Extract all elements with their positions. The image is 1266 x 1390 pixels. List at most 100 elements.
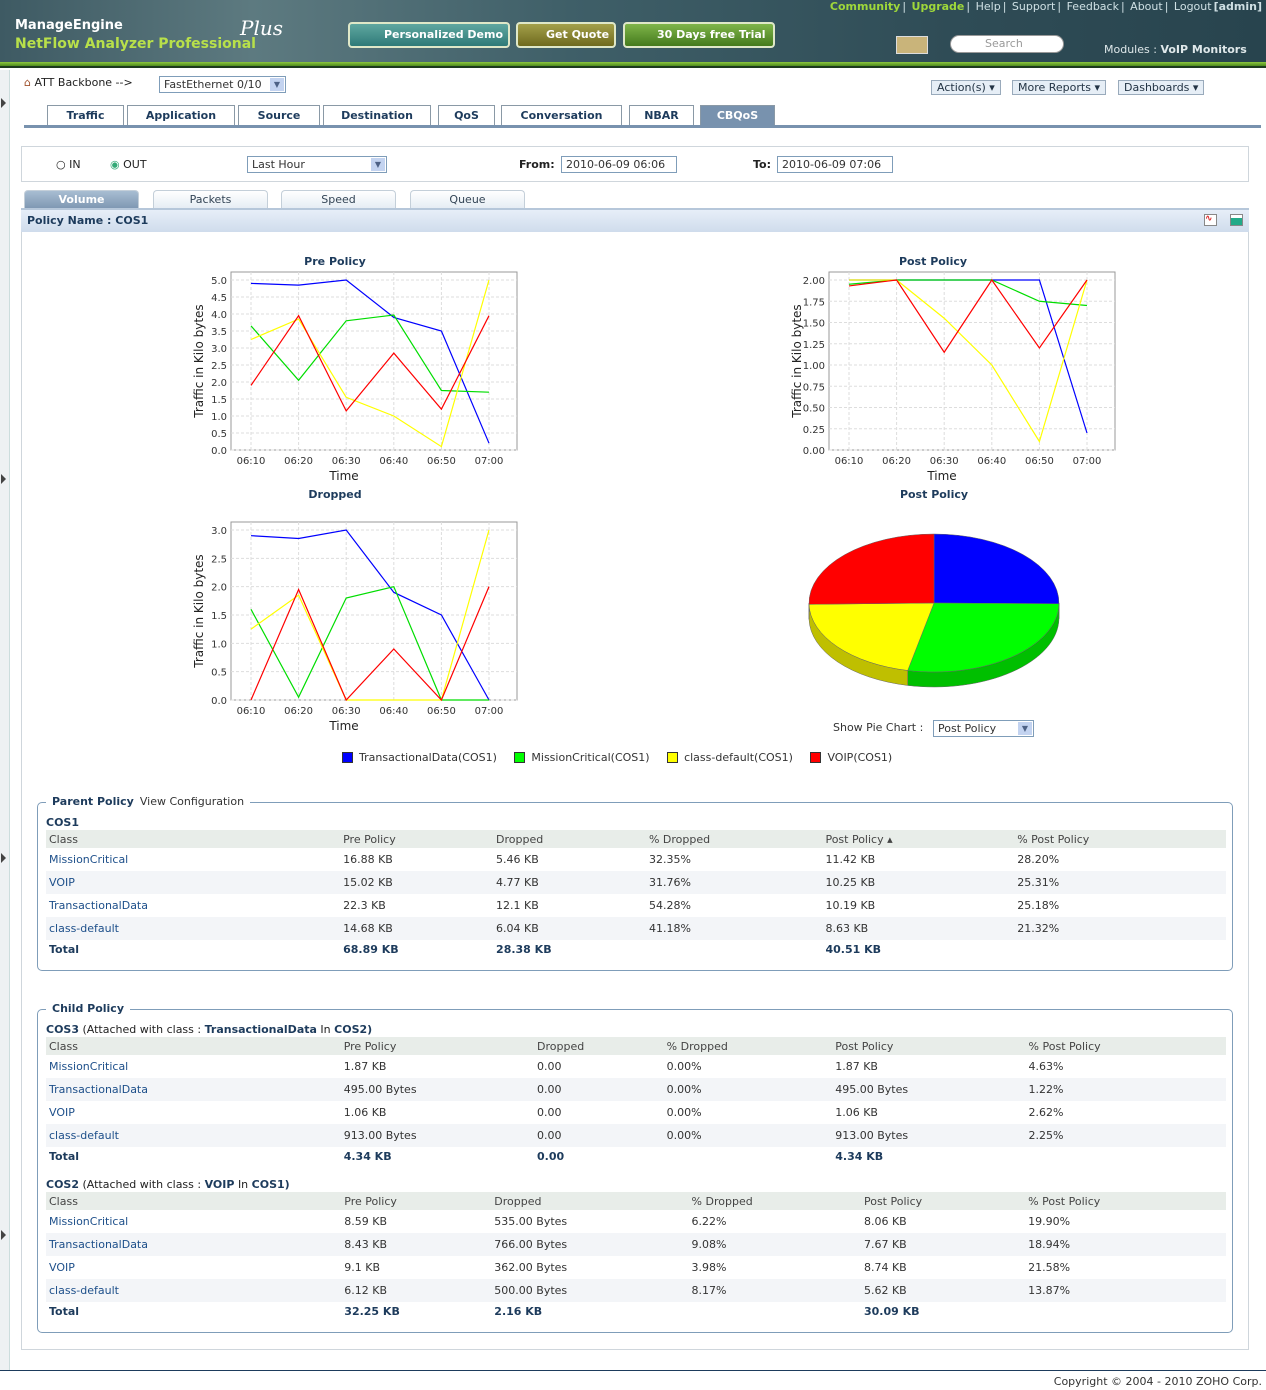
logout-link[interactable]: Logout — [1173, 0, 1212, 13]
radio-out[interactable]: ◉ OUT — [110, 158, 147, 171]
table-row: class-default 6.12 KB 500.00 Bytes 8.17% 5.6… — [46, 1279, 1226, 1302]
column-header[interactable]: Dropped — [491, 1192, 689, 1210]
class-link[interactable]: VOIP — [46, 871, 341, 894]
column-header[interactable]: % Post Policy — [1014, 830, 1226, 848]
search-input[interactable]: Search — [950, 35, 1064, 53]
home-icon[interactable]: ⌂ — [24, 76, 31, 89]
radio-in[interactable]: ○ IN — [56, 158, 81, 171]
class-link[interactable]: MissionCritical — [49, 1060, 129, 1073]
class-link[interactable]: TransactionalData — [49, 899, 148, 912]
period-select[interactable]: Last Hour ▼ — [247, 156, 387, 173]
column-header[interactable]: Post Policy ▴ — [822, 830, 1015, 848]
tab-source[interactable]: Source — [238, 105, 320, 126]
table-cell: 3.98% — [691, 1261, 727, 1274]
y-tick-label: 2.0 — [211, 378, 227, 389]
policy-group-name: COS1 — [46, 816, 79, 829]
column-header[interactable]: Post Policy — [832, 1037, 1026, 1055]
area-chart-icon[interactable] — [1230, 214, 1243, 226]
upgrade-link[interactable]: Upgrade — [911, 0, 965, 13]
total-row: Total 68.89 KB 28.38 KB 40.51 KB — [46, 940, 1226, 958]
expand-arrow-icon[interactable] — [1, 98, 6, 108]
tab-traffic[interactable]: Traffic — [47, 105, 124, 126]
class-link[interactable]: class-default — [46, 917, 341, 940]
line-chart-icon[interactable]: ∿ — [1204, 214, 1217, 226]
subtab-queue[interactable]: Queue — [410, 190, 525, 208]
subtab-packets[interactable]: Packets — [153, 190, 268, 208]
help-link[interactable]: Help — [975, 0, 1001, 13]
feedback-link[interactable]: Feedback — [1066, 0, 1119, 13]
tab-qos[interactable]: QoS — [438, 105, 495, 126]
class-link[interactable]: class-default — [46, 1124, 341, 1147]
series-line — [250, 529, 490, 701]
free-trial-button[interactable]: 30 Days free Trial — [623, 22, 775, 48]
table-cell: 41.18% — [645, 917, 823, 940]
x-tick-label: 07:00 — [475, 456, 504, 467]
get-quote-button[interactable]: Get Quote — [516, 22, 616, 48]
interface-select[interactable]: FastEthernet 0/10 ▼ — [159, 76, 286, 93]
tab-application[interactable]: Application — [127, 105, 235, 126]
column-header[interactable]: % Dropped — [688, 1192, 861, 1210]
side-panel-handle[interactable] — [0, 70, 10, 1370]
community-link[interactable]: Community — [829, 0, 901, 13]
about-link[interactable]: About — [1130, 0, 1163, 13]
legend-swatch — [810, 752, 822, 763]
table-cell: 0.00% — [666, 1060, 702, 1073]
column-header[interactable]: Dropped — [534, 1037, 664, 1055]
legend-swatch — [514, 752, 526, 763]
column-header[interactable]: % Post Policy — [1025, 1192, 1226, 1210]
device-name[interactable]: ATT Backbone --> — [34, 76, 133, 89]
class-link[interactable]: MissionCritical — [49, 1215, 129, 1228]
class-link[interactable]: MissionCritical — [49, 853, 129, 866]
column-header[interactable]: Class — [46, 1192, 342, 1210]
to-date-input[interactable]: 2010-06-09 07:06 — [777, 156, 893, 173]
class-link[interactable]: VOIP — [49, 1261, 75, 1274]
y-tick-label: 1.5 — [211, 395, 227, 406]
column-header[interactable]: % Dropped — [663, 1037, 833, 1055]
class-link[interactable]: TransactionalData — [46, 1233, 342, 1256]
tab-cbqos[interactable]: CBQoS — [700, 105, 775, 126]
series-line — [849, 279, 1088, 443]
pie-chart-select[interactable]: Post Policy ▼ — [933, 720, 1034, 737]
column-header[interactable]: Pre Policy — [340, 830, 494, 848]
column-header[interactable]: Class — [46, 830, 341, 848]
class-link[interactable]: VOIP — [49, 1106, 75, 1119]
column-header[interactable]: Dropped — [493, 830, 646, 848]
class-link[interactable]: TransactionalData — [46, 1078, 341, 1101]
column-header[interactable]: Pre Policy — [341, 1192, 492, 1210]
subtab-volume[interactable]: Volume — [24, 190, 139, 208]
expand-arrow-icon[interactable] — [1, 1230, 6, 1240]
tools-icon[interactable] — [896, 36, 928, 54]
expand-arrow-icon[interactable] — [1, 853, 6, 863]
table-cell: 0.00% — [663, 1078, 833, 1101]
total-cell: 2.16 KB — [494, 1304, 543, 1318]
period-value: Last Hour — [252, 158, 305, 171]
subtab-speed[interactable]: Speed — [281, 190, 396, 208]
more-reports-menu[interactable]: More Reports ▾ — [1012, 80, 1106, 95]
from-date-input[interactable]: 2010-06-09 06:06 — [561, 156, 677, 173]
column-header[interactable]: Pre Policy — [340, 1037, 535, 1055]
support-link[interactable]: Support — [1011, 0, 1056, 13]
personalized-demo-button[interactable]: Personalized Demo — [348, 22, 510, 48]
copyright: Copyright © 2004 - 2010 ZOHO Corp. — [1053, 1375, 1262, 1388]
column-header[interactable]: Class — [46, 1037, 341, 1055]
y-tick-label: 1.0 — [211, 639, 227, 650]
radio-in-label: IN — [69, 158, 81, 171]
y-tick-label: 0.5 — [211, 429, 227, 440]
expand-arrow-icon[interactable] — [1, 474, 6, 484]
view-configuration-link[interactable]: View Configuration — [139, 795, 245, 808]
in-text: In — [320, 1023, 331, 1036]
actions-menu[interactable]: Action(s) ▾ — [931, 80, 1001, 95]
column-header[interactable]: % Post Policy — [1025, 1037, 1226, 1055]
table-cell: 1.06 KB — [835, 1106, 878, 1119]
tab-conversation[interactable]: Conversation — [501, 105, 622, 126]
column-header[interactable]: Post Policy — [860, 1192, 1026, 1210]
y-tick-label: 3.0 — [211, 526, 227, 537]
dashboards-menu[interactable]: Dashboards ▾ — [1118, 80, 1205, 95]
class-link[interactable]: class-default — [46, 1279, 342, 1302]
total-cell: Total — [49, 1149, 80, 1163]
tab-destination[interactable]: Destination — [323, 105, 431, 126]
table-cell: 8.59 KB — [344, 1215, 388, 1228]
modules-value[interactable]: VoIP Monitors — [1160, 43, 1247, 56]
column-header[interactable]: % Dropped — [645, 830, 823, 848]
tab-nbar[interactable]: NBAR — [629, 105, 694, 126]
